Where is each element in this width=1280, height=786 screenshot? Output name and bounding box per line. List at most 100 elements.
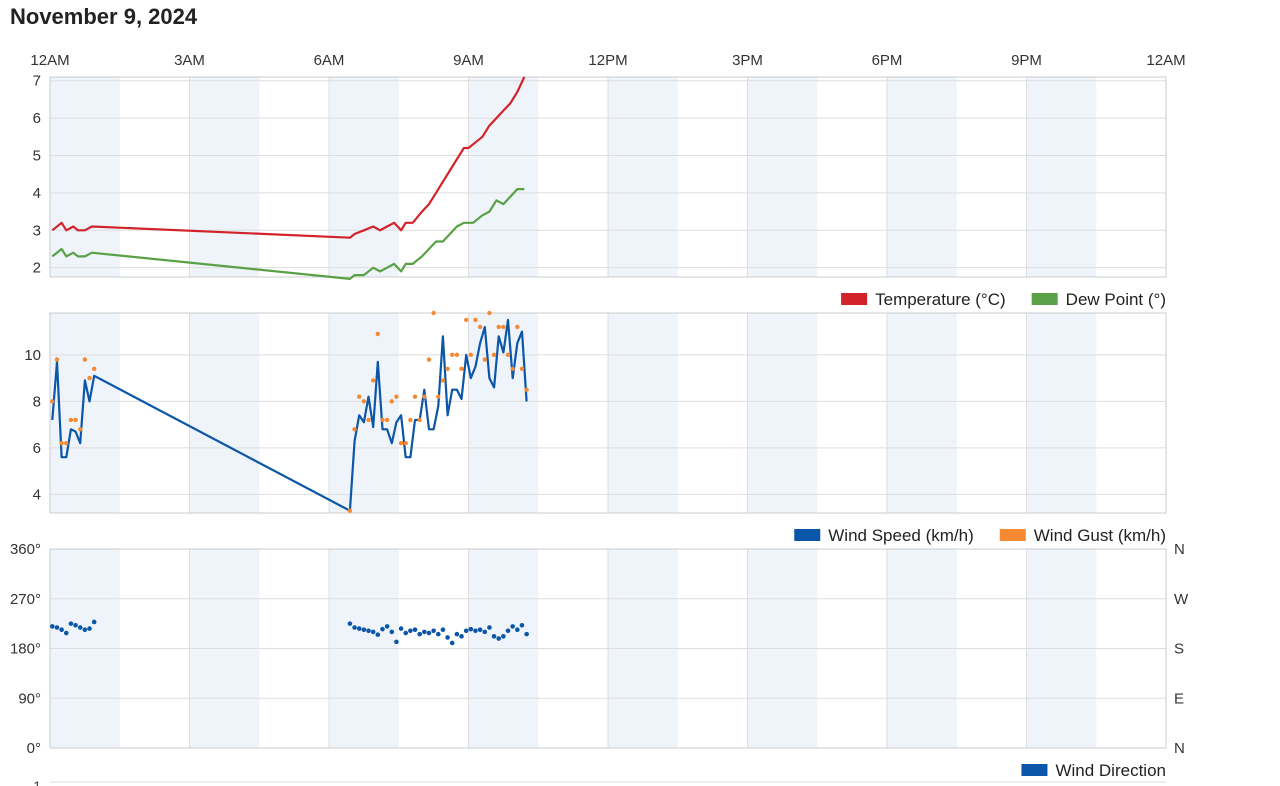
wind-direction-point [496,636,502,641]
wind-direction-point [473,628,478,634]
compass-tick-label: N [1174,740,1185,757]
wind-direction-point [380,626,385,632]
wind-direction-point [491,634,497,639]
y-tick-label: 2 [33,260,41,277]
wind-gust-point [370,378,376,383]
wind-direction-point [440,627,446,633]
dewpoint-line [51,188,525,280]
time-band [329,313,399,513]
wind-gust-point [375,331,381,337]
wind-direction-point [510,624,515,629]
wind-gust-point [473,317,478,323]
compass-tick-label: W [1174,591,1189,608]
wind-direction-point [87,626,92,631]
legend-label: Dew Point (°) [1066,290,1166,309]
legend-label: Wind Gust (km/h) [1034,526,1166,545]
wind-gust-point [366,417,371,423]
temperature-y-axis: 2 3 4 5 6 7 [33,73,41,277]
wind-gust-point [422,394,427,399]
wind-gust-point [436,394,441,399]
wind-gust-point [487,310,492,316]
wind-direction-point [59,627,64,633]
temperature-chart-legend: Dew Point (°) Temperature (°C) [841,290,1166,309]
time-band [747,313,818,513]
wind-gust-point [87,375,92,381]
wind-speed-gust-chart: 4 6 8 10 Wind Gust (km/h) Wind Speed (km/h) [24,310,1167,545]
wind-speed-chart-legend: Wind Gust (km/h) Wind Speed (km/h) [794,526,1166,545]
legend-swatch [841,293,868,305]
wind-direction-point [431,628,436,634]
wind-gust-point [403,441,408,446]
wind-gust-point [445,366,450,372]
y-tick-label: 4 [33,486,41,503]
svg-text:1: 1 [33,778,41,786]
wind-direction-point [347,621,353,626]
y-tick-label: 7 [33,73,41,90]
wind-direction-point [468,626,474,632]
y-tick-label: 3 [33,222,41,239]
compass-tick-label: E [1174,690,1184,707]
wind-gust-point [450,352,455,358]
legend-swatch [999,529,1026,541]
time-axis-label: 3PM [732,52,763,69]
wind-gust-point [454,352,460,358]
y-tick-label: 5 [33,148,41,165]
wind-gust-point [412,394,418,399]
wind-gust-point [380,417,385,423]
wind-direction-point [445,635,450,640]
wind-gust-point [505,352,511,358]
wind-direction-point [398,626,404,631]
wind-direction-point [54,625,60,630]
wind-gust-point [91,366,97,372]
y-tick-label: 270° [10,591,41,608]
wind-direction-chart-frame [49,548,1167,749]
time-band [608,77,678,277]
wind-direction-point [352,625,357,630]
legend-swatch [1021,764,1048,776]
wind-gust-point [82,357,88,362]
wind-direction-point [501,634,506,639]
wind-direction-point [482,629,488,635]
time-axis-label: 12AM [1146,52,1185,69]
wind-direction-point [73,622,78,628]
y-tick-label: 360° [10,541,41,558]
time-axis-label: 9AM [453,52,484,69]
y-tick-label: 0° [27,740,41,757]
wind-direction-point [515,627,520,633]
temperature-chart-frame [49,76,1167,278]
wind-gust-point [524,387,529,392]
time-band [747,77,818,277]
wind-direction-point [524,631,529,637]
wind-gust-point [477,324,483,330]
wind-direction-point [394,639,399,645]
time-band [189,313,260,513]
wind-direction-point [403,630,409,636]
wind-speed-line [51,318,528,512]
time-band [1026,77,1097,277]
wind-direction-point [463,628,469,634]
wind-direction-point [63,630,69,636]
wind-gust-point [491,352,497,358]
time-band [1026,313,1097,513]
time-axis-label: 12AM [30,52,69,69]
wind-direction-point [477,627,483,633]
legend-label: Temperature (°C) [875,290,1006,309]
temperature-dewpoint-chart: 2 3 4 5 6 7 Dew Point (°) Temperature (°C) [33,73,1167,309]
wind-gust-point [417,417,422,423]
wind-gust-point [515,324,520,330]
wind-direction-point [459,634,464,639]
page-title: November 9, 2024 [10,4,198,29]
wind-direction-point [408,628,413,634]
time-axis-labels: 12AM 3AM 6AM 9AM 12PM 3PM 6PM 9PM 12AM [30,52,1185,69]
compass-tick-label: S [1174,641,1184,658]
wind-direction-compass-axis: N E S W N [1174,541,1189,757]
wind-direction-point [519,622,525,628]
wind-gust-point [357,394,362,399]
wind-direction-point [505,628,511,634]
wind-direction-point [426,630,432,636]
wind-gust-point [78,427,83,432]
legend-swatch [1031,293,1058,305]
wind-gust-point [361,399,367,404]
time-axis-label: 9PM [1011,52,1042,69]
